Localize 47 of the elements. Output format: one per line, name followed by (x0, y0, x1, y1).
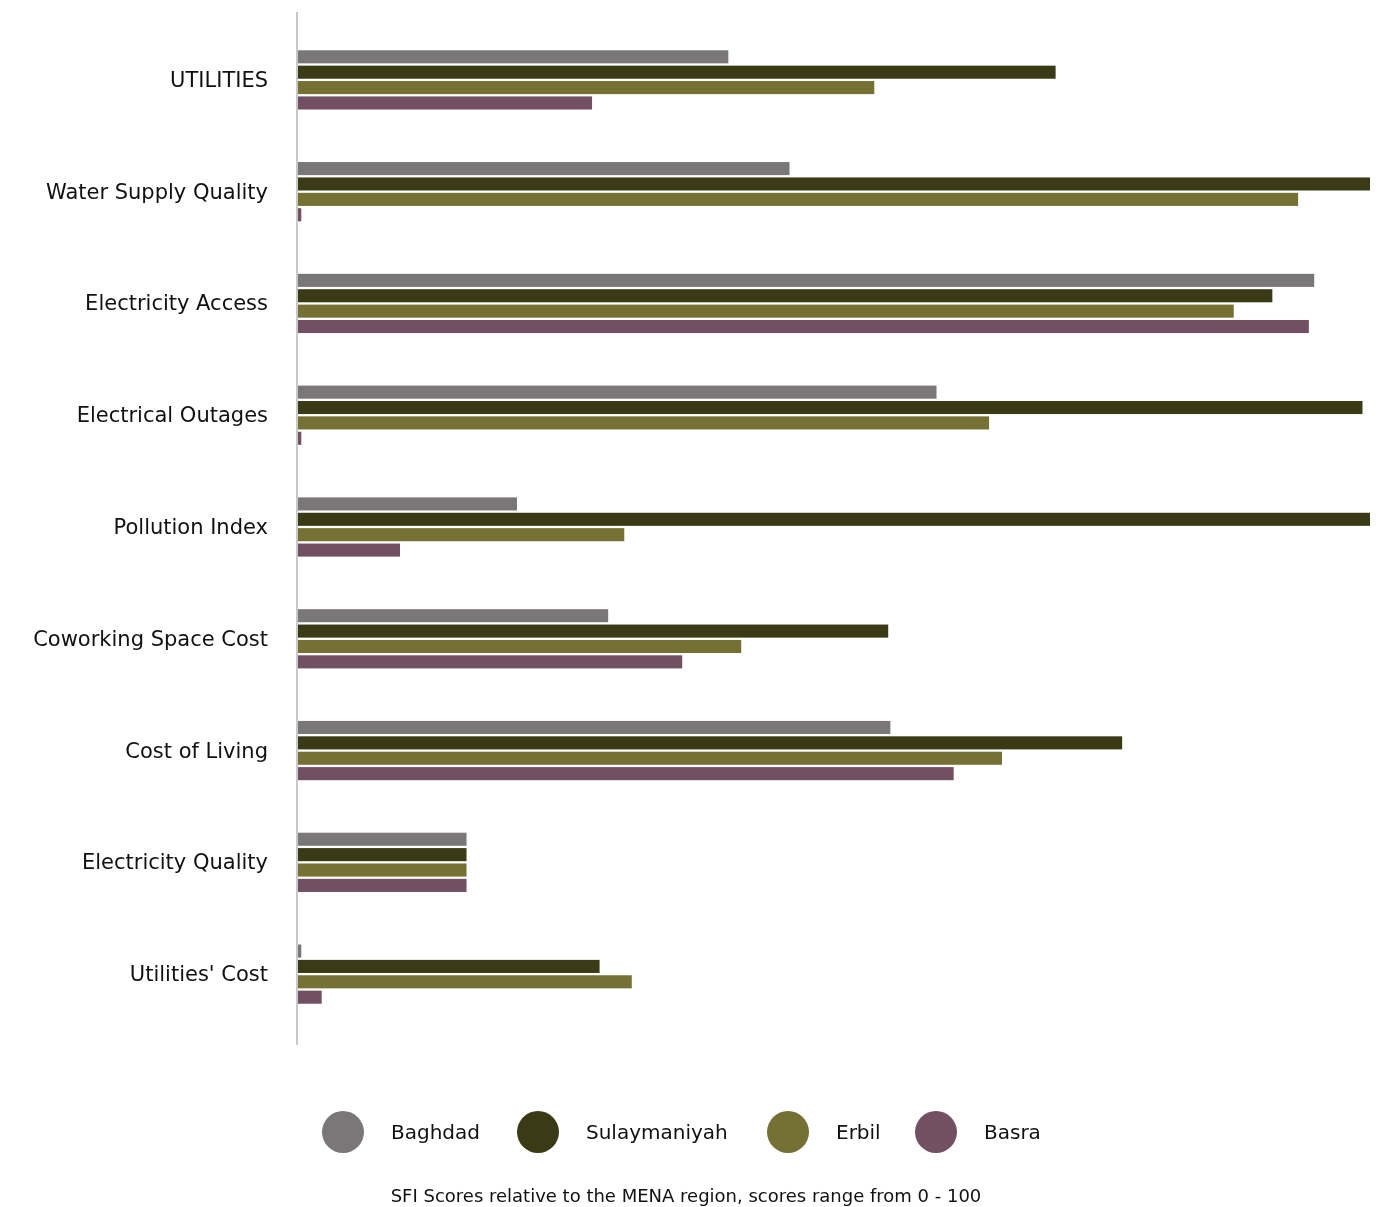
y-tick-label: Electricity Access (85, 291, 268, 316)
bar (297, 767, 954, 781)
bar (297, 162, 790, 176)
bar (297, 848, 467, 862)
bar (297, 273, 1315, 287)
bar (297, 319, 1309, 334)
bar (297, 289, 1273, 303)
bar (297, 385, 937, 399)
bar (297, 720, 891, 735)
bar (297, 192, 1299, 206)
bar (297, 990, 322, 1004)
bar (297, 543, 401, 557)
y-tick-label: Cost of Living (125, 738, 268, 763)
bar (297, 81, 875, 95)
bar (297, 624, 889, 638)
y-tick-label: Utilities' Cost (129, 962, 268, 987)
bar (297, 497, 517, 511)
bar (297, 96, 593, 110)
bar (297, 416, 990, 430)
bar (297, 304, 1234, 318)
bar (297, 736, 1123, 750)
legend-label: Sulaymaniyah (586, 1120, 728, 1144)
y-tick-label: Water Supply Quality (45, 179, 268, 204)
bar (297, 65, 1056, 79)
y-tick-label: Electricity Quality (81, 850, 268, 875)
bar (297, 177, 1370, 191)
legend-label: Basra (984, 1120, 1041, 1144)
text: SFI Scores relative to the MENA region, scores range from 0 - 100 (390, 1184, 982, 1206)
bar (297, 975, 632, 989)
bar (297, 878, 467, 892)
legend-label: Erbil (836, 1120, 881, 1144)
bar (297, 959, 600, 973)
bar (297, 639, 742, 654)
bar (297, 751, 1002, 765)
bar (297, 400, 1363, 415)
bar (297, 50, 729, 64)
bar (297, 655, 683, 669)
bar (297, 528, 625, 542)
bar (297, 863, 467, 877)
bar (297, 832, 467, 846)
bar (297, 512, 1370, 526)
y-tick-label: UTILITIES (170, 67, 268, 92)
y-tick-label: Electrical Outages (76, 403, 268, 428)
bar (297, 609, 609, 623)
legend-label: Baghdad (391, 1120, 480, 1144)
y-tick-label: Coworking Space Cost (33, 626, 268, 651)
y-tick-label: Pollution Index (113, 515, 268, 539)
